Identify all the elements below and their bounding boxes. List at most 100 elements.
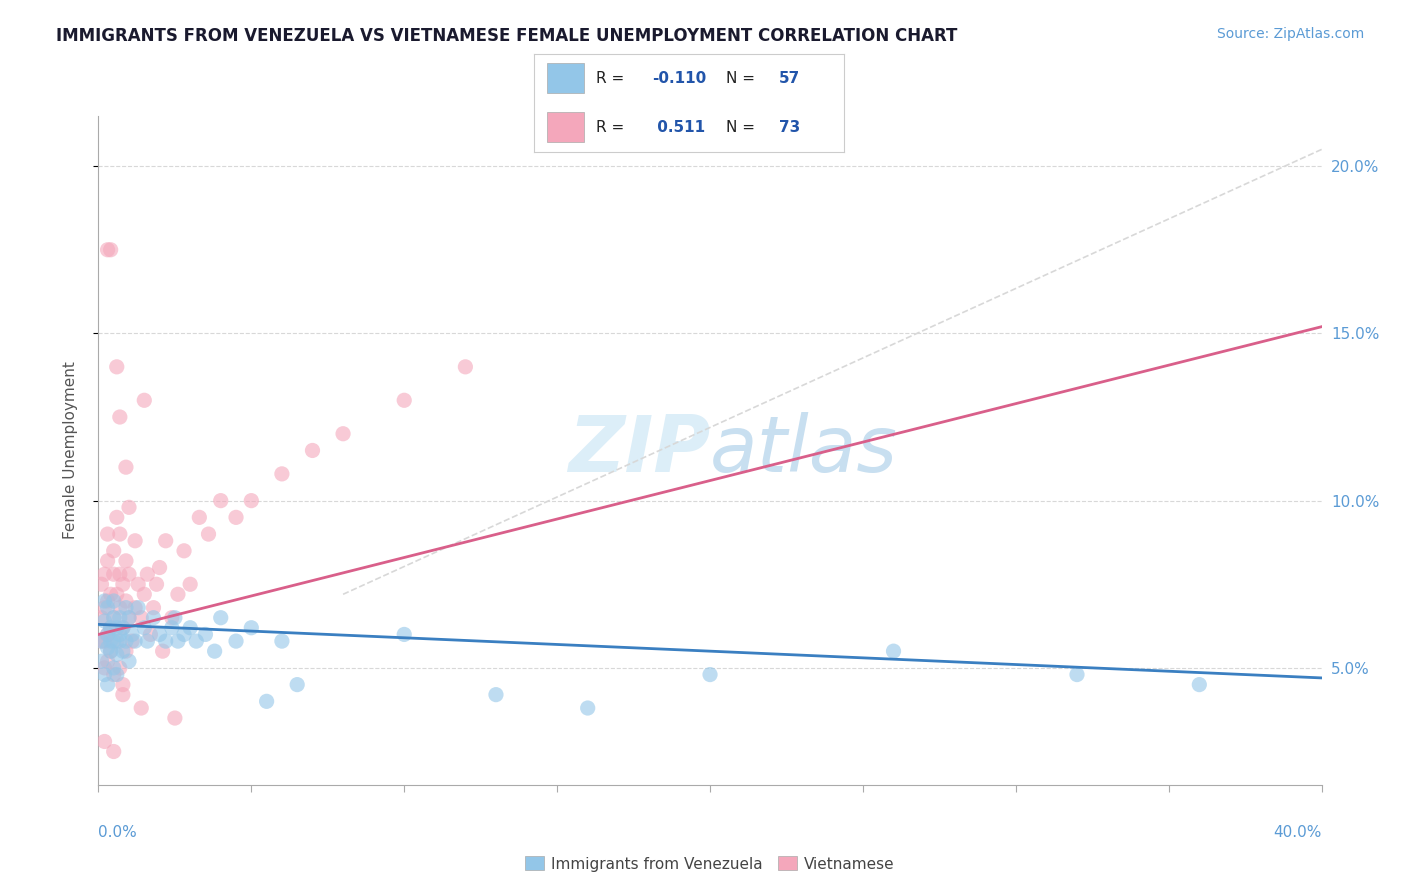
Point [270,634,292,648]
Point [256,694,278,708]
Text: 73: 73 [779,120,800,135]
Point [97,243,120,257]
Point [142,600,165,615]
Point [100,634,122,648]
Point [100,621,122,635]
Point [108,410,131,425]
Point [103,543,125,558]
Point [134,393,156,408]
Point [142,610,165,624]
Point [209,610,232,624]
Point [699,667,721,681]
Point [163,711,186,725]
Text: Source: ZipAtlas.com: Source: ZipAtlas.com [1216,27,1364,41]
Point [173,543,195,558]
Point [90,577,112,591]
Bar [547,63,583,93]
Text: 57: 57 [779,70,800,86]
Point [392,627,416,641]
Point [100,587,122,601]
Point [103,661,125,675]
Bar [547,112,583,142]
Point [204,644,226,658]
Point [149,627,172,641]
Point [105,634,128,648]
Point [97,640,120,655]
Point [108,627,131,641]
Point [136,634,159,648]
Point [103,610,125,624]
Text: 40.0%: 40.0% [1274,825,1322,840]
Point [103,610,125,624]
Text: R =: R = [596,120,630,135]
Point [392,393,416,408]
Point [97,627,120,641]
Point [90,634,112,648]
Text: IMMIGRANTS FROM VENEZUELA VS VIETNAMESE FEMALE UNEMPLOYMENT CORRELATION CHART: IMMIGRANTS FROM VENEZUELA VS VIETNAMESE … [56,27,957,45]
Point [105,648,128,662]
Text: -0.110: -0.110 [652,70,706,86]
Point [167,587,190,601]
Point [105,667,128,681]
Point [97,654,120,668]
Point [121,627,143,641]
Text: ZIP: ZIP [568,412,710,489]
Point [240,493,263,508]
Point [163,610,186,624]
Point [121,634,143,648]
Point [97,594,120,608]
Point [111,688,134,702]
Point [97,554,120,568]
Point [332,426,354,441]
Point [111,678,134,692]
Point [111,621,134,635]
Point [97,527,120,541]
Point [115,634,138,648]
Point [118,567,141,582]
Point [105,621,128,635]
Point [115,554,138,568]
Text: atlas: atlas [710,412,898,489]
Point [124,634,146,648]
Point [127,600,149,615]
Point [160,610,183,624]
Y-axis label: Female Unemployment: Female Unemployment [63,361,77,540]
Point [111,621,134,635]
Point [111,644,134,658]
Point [111,577,134,591]
Point [285,678,308,692]
Text: 0.511: 0.511 [652,120,704,135]
Text: N =: N = [725,120,759,135]
Point [115,460,138,475]
Point [97,678,120,692]
Point [197,527,219,541]
Point [240,621,263,635]
Point [90,610,112,624]
Point [124,533,146,548]
Point [127,577,149,591]
Point [93,614,115,628]
Point [270,467,292,481]
Point [100,621,122,635]
Point [118,610,141,624]
Point [100,644,122,658]
Text: 0.0%: 0.0% [98,825,138,840]
Point [145,577,167,591]
Point [103,634,125,648]
Point [179,577,201,591]
Point [134,587,156,601]
Point [179,621,201,635]
Point [209,493,232,508]
Point [103,594,125,608]
Point [93,661,115,675]
Point [152,644,174,658]
Point [90,634,112,648]
Point [576,701,599,715]
Point [103,744,125,758]
Point [93,567,115,582]
Point [1066,667,1088,681]
Point [93,634,115,648]
Point [115,594,138,608]
Point [108,567,131,582]
Point [155,634,177,648]
